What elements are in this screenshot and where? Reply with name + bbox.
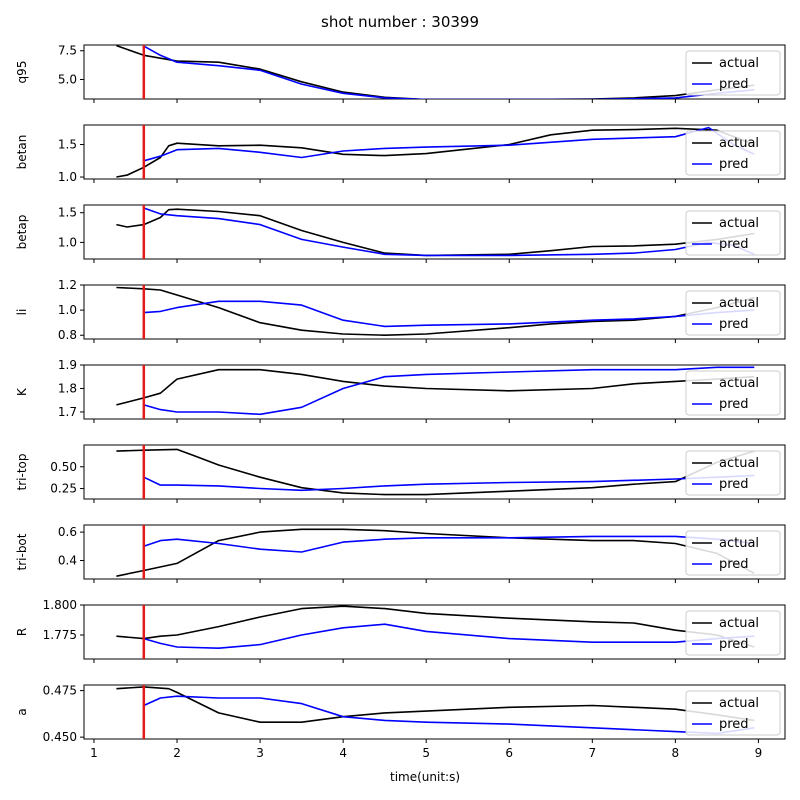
panel-frame — [83, 124, 786, 180]
y-axis-label: betan — [15, 135, 29, 170]
legend-label-actual: actual — [719, 376, 759, 391]
x-tick-label: 5 — [422, 746, 430, 760]
y-tick-label: 7.5 — [58, 44, 77, 58]
legend-label-actual: actual — [719, 136, 759, 151]
y-tick-label: 1.0 — [58, 170, 77, 184]
panel-7: 0.4 0.6 tri-bot actual pred — [15, 524, 786, 583]
panel-frame — [83, 364, 786, 420]
series-line-pred — [143, 300, 755, 328]
figure-title: shot number : 30399 — [321, 13, 479, 31]
legend-label-pred: pred — [719, 477, 749, 492]
y-tick-label: 1.0 — [58, 235, 77, 249]
legend-label-pred: pred — [719, 557, 749, 572]
legend-label-actual: actual — [719, 456, 759, 471]
series-line-actual — [116, 368, 755, 406]
x-tick-label: 2 — [173, 746, 181, 760]
series-line-actual — [116, 286, 755, 337]
y-tick-label: 1.5 — [58, 206, 77, 220]
y-tick-label: 1.7 — [58, 405, 77, 419]
legend-label-actual: actual — [719, 216, 759, 231]
panel-frame — [83, 284, 786, 340]
y-tick-label: 0.25 — [50, 482, 77, 496]
y-tick-label: 0.475 — [43, 684, 77, 698]
legend-label-pred: pred — [719, 157, 749, 172]
y-tick-label: 1.0 — [58, 303, 77, 317]
legend-label-actual: actual — [719, 616, 759, 631]
x-tick-label: 4 — [339, 746, 347, 760]
x-tick-label: 7 — [588, 746, 596, 760]
legend-label-pred: pred — [719, 237, 749, 252]
y-axis-label: tri-top — [15, 454, 29, 491]
legend-label-actual: actual — [719, 536, 759, 551]
x-tick-label: 1 — [90, 746, 98, 760]
x-tick-label: 8 — [672, 746, 680, 760]
x-tick-label: 3 — [256, 746, 264, 760]
series-line-pred — [143, 623, 755, 650]
y-tick-label: 1.9 — [58, 358, 77, 372]
series-line-actual — [116, 208, 755, 257]
series-line-actual — [116, 528, 755, 577]
y-axis-label: K — [15, 387, 29, 396]
series-line-pred — [143, 366, 755, 416]
panel-6: 0.25 0.50 tri-top actual pred — [15, 444, 786, 503]
y-tick-label: 0.6 — [58, 525, 77, 539]
series-line-pred — [143, 695, 755, 735]
series-line-actual — [116, 686, 755, 724]
y-axis-label: R — [15, 628, 29, 636]
series-line-pred — [143, 45, 755, 99]
y-axis-label: betap — [15, 215, 29, 250]
panel-frame — [83, 204, 786, 260]
panel-2: 1.0 1.5 betan actual pred — [15, 124, 786, 184]
y-tick-label: 1.8 — [58, 381, 77, 395]
y-tick-label: 5.0 — [58, 72, 77, 86]
legend-label-actual: actual — [719, 296, 759, 311]
y-axis-label: li — [15, 309, 29, 316]
legend-label-pred: pred — [719, 317, 749, 332]
panel-frame — [83, 444, 786, 500]
y-axis-label: q95 — [15, 61, 29, 84]
y-axis-label: tri-bot — [15, 533, 29, 570]
y-tick-label: 0.8 — [58, 328, 77, 342]
x-tick-label: 6 — [505, 746, 513, 760]
panel-3: 1.0 1.5 betap actual pred — [15, 204, 786, 263]
x-axis-label: time(unit:s) — [390, 770, 460, 784]
panel-frame — [83, 604, 786, 660]
y-tick-label: 1.775 — [43, 628, 77, 642]
series-line-actual — [116, 448, 755, 496]
series-line-pred — [143, 535, 755, 553]
legend-label-actual: actual — [719, 696, 759, 711]
panels-group: 5.0 7.5 q95 actual pred 1.0 1.5 betan actual pred… — [15, 44, 786, 760]
x-tick-label: 9 — [755, 746, 763, 760]
legend-label-actual: actual — [719, 56, 759, 71]
panel-9: 0.450 0.475 1 2 3 4 5 6 7 8 9 a actual pred — [15, 684, 786, 760]
panel-frame — [83, 684, 786, 740]
legend-label-pred: pred — [719, 637, 749, 652]
y-tick-label: 0.450 — [43, 730, 77, 744]
panel-4: 0.8 1.0 1.2 li actual pred — [15, 278, 786, 343]
y-tick-label: 1.800 — [43, 598, 77, 612]
series-line-pred — [143, 474, 755, 492]
y-axis-label: a — [15, 708, 29, 715]
y-tick-label: 0.50 — [50, 460, 77, 474]
series-line-actual — [116, 605, 755, 648]
panel-1: 5.0 7.5 q95 actual pred — [15, 44, 786, 103]
y-tick-label: 1.5 — [58, 138, 77, 152]
y-tick-label: 0.4 — [58, 554, 77, 568]
legend-label-pred: pred — [719, 397, 749, 412]
legend-label-pred: pred — [719, 77, 749, 92]
panel-frame — [83, 524, 786, 580]
legend-label-pred: pred — [719, 717, 749, 732]
y-tick-label: 1.2 — [58, 278, 77, 292]
